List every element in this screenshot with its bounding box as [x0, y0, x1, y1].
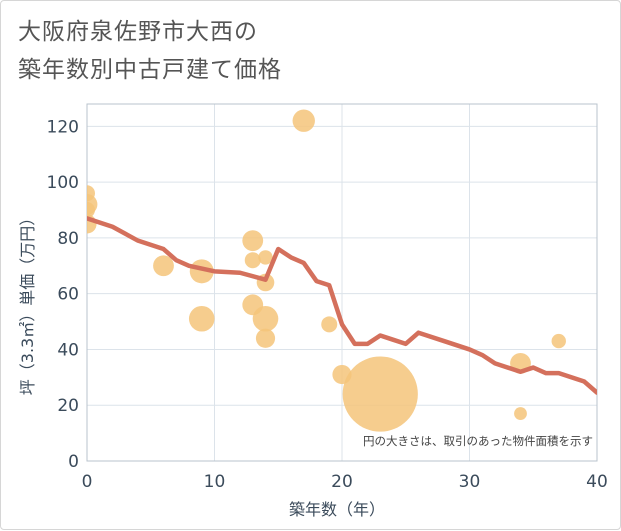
bubble-point	[153, 255, 174, 277]
bubble-point	[242, 230, 264, 252]
y-tick-label: 80	[57, 229, 79, 249]
x-tick-label: 0	[82, 472, 93, 492]
bubble-point	[255, 328, 276, 348]
x-tick-label: 30	[459, 472, 481, 492]
bubble-layer	[87, 109, 566, 432]
bubble-point	[514, 407, 527, 420]
average-price-line	[87, 216, 597, 395]
x-axis-title: 築年数（年）	[289, 500, 385, 519]
bubble-point	[87, 201, 95, 218]
y-tick-label: 0	[68, 452, 79, 472]
bubble-point	[321, 316, 338, 333]
y-axis-title: 坪（3.3㎡）単価（万円）	[18, 210, 37, 395]
size-annotation: 円の大きさは、取引のあった物件面積を示す	[363, 434, 593, 448]
bubble-point	[252, 305, 279, 332]
chart-title-line-2: 築年数別中古戸建て価格	[18, 57, 282, 83]
x-tick-label: 10	[204, 472, 226, 492]
y-tick-label: 100	[47, 173, 79, 193]
bubble-point	[292, 109, 315, 132]
chart-title: 大阪府泉佐野市大西の 築年数別中古戸建て価格	[18, 13, 282, 89]
bubble-point	[244, 252, 261, 269]
bubble-point	[551, 333, 566, 349]
plot-border	[86, 103, 598, 462]
bubble-point	[188, 305, 215, 332]
y-tick-label: 40	[57, 340, 79, 360]
x-tick-label: 40	[586, 472, 608, 492]
x-tick-label: 20	[331, 472, 353, 492]
bubble-point	[258, 250, 273, 265]
y-tick-label: 20	[57, 396, 79, 416]
y-tick-label: 60	[57, 285, 79, 305]
y-tick-label: 120	[47, 117, 79, 137]
bubble-point	[342, 356, 418, 432]
chart-title-line-1: 大阪府泉佐野市大西の	[18, 19, 258, 45]
